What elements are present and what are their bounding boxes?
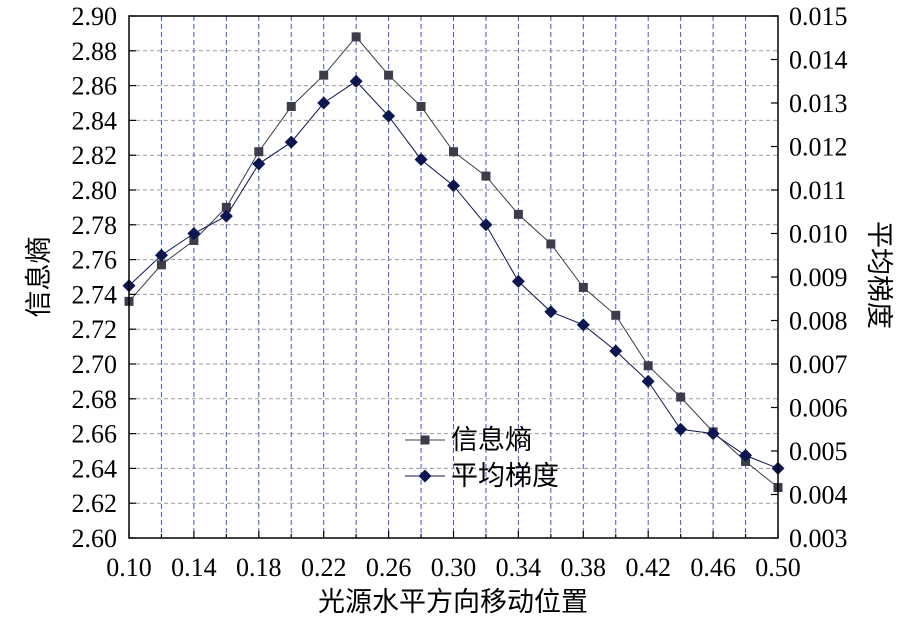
entropy-point <box>221 202 231 212</box>
gradient-point <box>414 153 428 167</box>
y-tick-label-right: 0.005 <box>789 437 848 466</box>
legend-diamond-marker <box>418 469 432 483</box>
x-tick-label: 0.50 <box>755 553 801 582</box>
legend-square-marker <box>420 435 430 445</box>
legend-label-entropy: 信息熵 <box>451 425 532 455</box>
gradient-point <box>317 96 331 110</box>
y-tick-label-left: 2.62 <box>72 489 118 518</box>
y-tick-label-right: 0.012 <box>789 133 848 162</box>
gradient-point <box>479 218 493 232</box>
entropy-point <box>578 282 588 292</box>
y-tick-label-right: 0.011 <box>789 176 847 205</box>
gradient-point <box>674 422 688 436</box>
x-tick-label: 0.42 <box>625 553 671 582</box>
entropy-point <box>319 70 329 80</box>
entropy-point <box>286 101 296 111</box>
gradient-point <box>382 109 396 123</box>
x-tick-label: 0.34 <box>496 553 542 582</box>
entropy-point <box>384 70 394 80</box>
x-axis-title: 光源水平方向移动位置 <box>318 587 588 617</box>
x-tick-label: 0.26 <box>366 553 412 582</box>
gradient-point <box>641 374 655 388</box>
x-tick-label: 0.38 <box>561 553 607 582</box>
y-tick-label-left: 2.86 <box>72 72 118 101</box>
legend: 信息熵 平均梯度 <box>405 425 559 491</box>
plot-frame <box>128 15 779 539</box>
entropy-point <box>189 235 199 245</box>
gradient-point <box>609 344 623 358</box>
y-tick-label-right: 0.010 <box>789 220 848 249</box>
y-tick-label-left: 2.78 <box>72 211 118 240</box>
y-tick-label-right: 0.004 <box>789 481 848 510</box>
y-tick-label-left: 2.90 <box>72 2 118 31</box>
entropy-point <box>513 209 523 219</box>
gradient-point <box>284 135 298 149</box>
axis-layer <box>128 15 779 539</box>
gradient-point <box>187 227 201 240</box>
gradient-point <box>544 305 558 319</box>
x-tick-label: 0.30 <box>431 553 477 582</box>
y-tick-label-left: 2.66 <box>72 420 118 449</box>
y-tick-label-right: 0.007 <box>789 350 848 379</box>
y-tick-label-left: 2.60 <box>72 524 118 553</box>
entropy-point <box>254 147 264 157</box>
gradient-point <box>349 74 363 88</box>
y-tick-label-left: 2.88 <box>72 37 118 66</box>
tick-label-layer: 2.60 2.62 2.64 2.66 2.68 2.70 2.72 2.74 2.76 2.78… <box>72 2 848 582</box>
gradient-point <box>447 179 460 193</box>
y-tick-label-right: 0.008 <box>789 307 848 336</box>
x-tick-label: 0.14 <box>171 553 217 582</box>
y-axis-title-left: 信息熵 <box>24 237 54 318</box>
y-tick-label-left: 2.68 <box>72 385 118 414</box>
y-tick-label-right: 0.009 <box>789 263 848 292</box>
gradient-point <box>576 318 590 332</box>
y-tick-label-right: 0.006 <box>789 394 848 423</box>
y-tick-label-left: 2.70 <box>72 350 118 379</box>
x-tick-label: 0.18 <box>236 553 282 582</box>
entropy-point <box>416 101 426 111</box>
legend-item-gradient: 平均梯度 <box>405 461 559 491</box>
y-tick-label-right: 0.003 <box>789 524 848 553</box>
entropy-point <box>546 239 556 249</box>
y-tick-label-right: 0.014 <box>789 46 848 75</box>
y-axis-title-right: 平均梯度 <box>864 221 894 329</box>
y-tick-label-left: 2.76 <box>72 246 118 275</box>
y-tick-label-left: 2.74 <box>72 280 118 309</box>
gradient-point <box>511 274 525 288</box>
y-tick-label-left: 2.82 <box>72 141 118 170</box>
x-tick-label: 0.46 <box>690 553 736 582</box>
entropy-point <box>611 310 621 320</box>
entropy-point <box>351 32 361 42</box>
y-tick-label-left: 2.80 <box>72 176 118 205</box>
entropy-point <box>449 147 458 157</box>
gradient-point <box>706 427 720 441</box>
y-tick-label-left: 2.64 <box>72 454 118 483</box>
gradient-point <box>219 209 233 223</box>
x-tick-label: 0.22 <box>301 553 347 582</box>
entropy-point <box>676 392 686 402</box>
entropy-point <box>156 260 166 270</box>
y-tick-label-right: 0.015 <box>789 2 848 31</box>
gradient-point <box>252 157 266 171</box>
y-tick-label-left: 2.72 <box>72 315 118 344</box>
entropy-point <box>643 361 653 371</box>
y-tick-label-right: 0.013 <box>789 89 848 118</box>
legend-item-entropy: 信息熵 <box>405 425 532 455</box>
gradient-point <box>154 248 168 262</box>
gradient-point <box>739 448 753 462</box>
entropy-point <box>481 171 491 181</box>
series-layer <box>122 32 785 493</box>
x-tick-label: 0.10 <box>106 553 152 582</box>
legend-label-gradient: 平均梯度 <box>451 461 559 491</box>
y-tick-label-left: 2.84 <box>72 106 118 135</box>
